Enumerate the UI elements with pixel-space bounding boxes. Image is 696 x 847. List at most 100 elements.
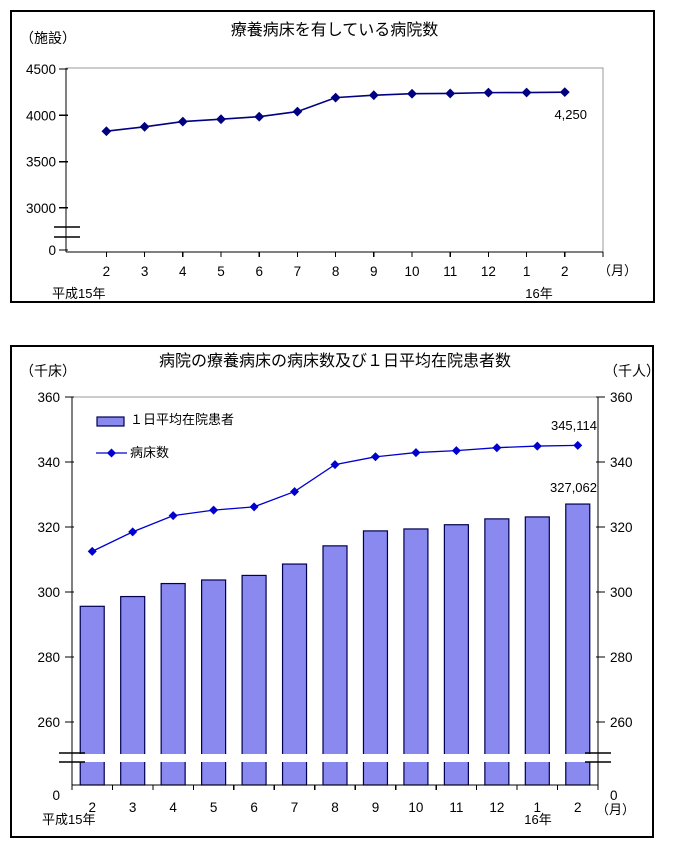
x-tick-label: 3 (141, 264, 149, 279)
diamond-marker (216, 114, 226, 125)
x-axis-ticks: 2 3 4 5 6 7 8 9 10 11 12 1 2 (71, 785, 599, 815)
y-tick-label-right: 340 (610, 455, 633, 470)
plot-border (66, 67, 604, 252)
diamond-marker (559, 87, 570, 98)
diamond-marker (168, 511, 178, 521)
x-tick-label: 5 (217, 264, 225, 279)
y-tick-label: 4500 (26, 62, 56, 77)
y-axis-break (54, 226, 80, 238)
x-tick-label: 12 (481, 264, 496, 279)
y-axis-ticks: 4500 4000 3500 3000 0 (26, 62, 68, 258)
diamond-marker (573, 440, 583, 450)
beds-patients-chart-panel: 360 360 340 340 320 320 300 300 280 280 260 260 0 0 2 3… (10, 345, 660, 838)
axes (65, 68, 603, 253)
x-tick-label: 10 (408, 800, 423, 815)
y-tick-label-left: 340 (37, 455, 60, 470)
y-tick-label-left: 260 (37, 715, 60, 730)
beds-patients-combo-chart: 360 360 340 340 320 320 300 300 280 280 260 260 0 0 2 3… (37, 390, 632, 815)
x-tick-label: 9 (372, 800, 380, 815)
y-tick-label-left: 360 (37, 390, 60, 405)
legend-bar-swatch (96, 416, 125, 427)
diamond-marker (532, 441, 542, 451)
diamond-marker (330, 92, 341, 103)
x-tick-label: 11 (449, 800, 463, 815)
diamond-marker (177, 116, 188, 127)
diamond-marker (290, 487, 300, 497)
diamond-marker (521, 87, 532, 98)
diamond-marker (139, 121, 150, 132)
y-tick-label-left: 0 (52, 788, 60, 803)
bar (443, 524, 469, 786)
legend (96, 416, 127, 458)
y-tick-label-left: 300 (37, 585, 60, 600)
x-tick-label: 3 (129, 800, 137, 815)
last-value-annotation: 4,250 (554, 107, 587, 122)
chart-title: 病院の療養病床の病床数及び１日平均在院患者数 (158, 353, 511, 370)
diamond-marker (451, 446, 461, 456)
diamond-marker (128, 527, 138, 537)
legend-label-beds: 病床数 (130, 445, 170, 460)
diamond-marker (445, 88, 456, 99)
series-inpatients-bars (79, 503, 591, 786)
x-tick-label: 2 (574, 800, 582, 815)
bar (484, 518, 510, 786)
x-tick-label: 1 (534, 800, 542, 815)
y-tick-label-right: 0 (610, 788, 618, 803)
bar (281, 563, 308, 786)
x-tick-label: 7 (291, 800, 299, 815)
series-beds-line (87, 440, 583, 556)
plot: 360 360 340 340 320 320 300 300 280 280 260 260 0 0 2 3… (37, 390, 632, 815)
beds-value-annotation: 345,114 (550, 418, 597, 433)
y-tick-label: 0 (48, 243, 56, 258)
bar (403, 528, 429, 786)
era-label-16: 16年 (525, 286, 553, 301)
bar (241, 574, 267, 786)
x-tick-label: 2 (103, 264, 111, 279)
y-tick-label-right: 280 (610, 650, 633, 665)
y-right-unit-label: （千人） (604, 363, 660, 379)
x-tick-label: 1 (523, 264, 531, 279)
era-label-heisei15: 平成15年 (42, 812, 96, 827)
y-tick-label-right: 260 (610, 715, 633, 730)
bar (120, 595, 146, 786)
y-axis-unit-label: （施設） (20, 30, 76, 46)
y-tick-label-left: 320 (37, 520, 60, 535)
diamond-marker (370, 452, 380, 462)
diamond-marker (292, 106, 303, 117)
hospitals-chart-panel: 4500 4000 3500 3000 0 2 3 4 5 6 7 8 9 10 11 12 1 2 （施設） 療… (10, 10, 655, 303)
chart-title: 療養病床を有している病院数 (230, 22, 439, 39)
era-label-16: 16年 (524, 812, 552, 827)
bar (565, 503, 591, 786)
x-tick-label: 10 (404, 264, 419, 279)
y-tick-label-right: 320 (610, 520, 633, 535)
diamond-marker (101, 126, 112, 137)
y-tick-label: 4000 (26, 108, 56, 123)
y-tick-label-right: 300 (610, 585, 633, 600)
axis-break-band (73, 754, 597, 762)
x-axis-unit-label: （月） (598, 263, 638, 278)
x-tick-label: 8 (331, 800, 339, 815)
y-tick-label: 3000 (26, 201, 56, 216)
diamond-marker (87, 546, 97, 556)
diamond-marker (249, 502, 259, 512)
x-tick-label: 4 (179, 264, 187, 279)
diamond-marker (407, 88, 417, 99)
diamond-marker (254, 111, 265, 122)
diamond-marker (483, 87, 494, 98)
diamond-marker (411, 448, 421, 458)
x-tick-label: 6 (250, 800, 258, 815)
x-tick-label: 4 (169, 800, 177, 815)
y-tick-label-left: 280 (37, 650, 60, 665)
y-tick-label-right: 360 (610, 390, 633, 405)
diamond-marker (330, 460, 340, 470)
inpatients-value-annotation: 327,062 (550, 480, 597, 495)
x-tick-label: 8 (332, 264, 340, 279)
era-label-heisei15: 平成15年 (52, 286, 106, 301)
diamond-marker (368, 90, 379, 101)
x-tick-label: 9 (370, 264, 378, 279)
x-tick-label: 11 (443, 264, 457, 279)
x-tick-label: 6 (255, 264, 263, 279)
